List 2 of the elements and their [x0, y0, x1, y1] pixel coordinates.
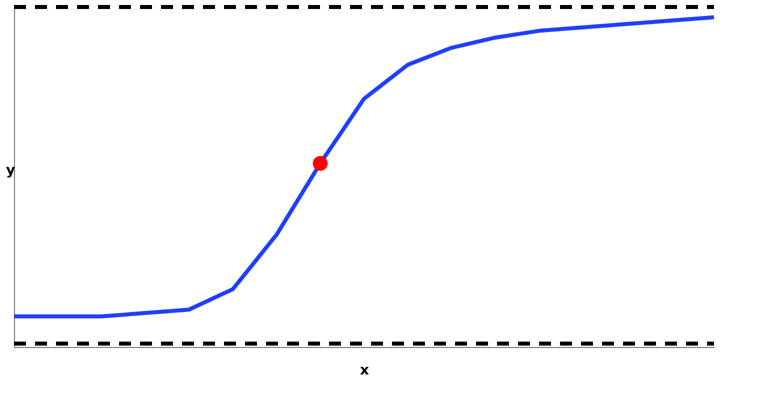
- y-axis-title: y: [6, 162, 16, 178]
- x-axis-title: x: [360, 362, 370, 378]
